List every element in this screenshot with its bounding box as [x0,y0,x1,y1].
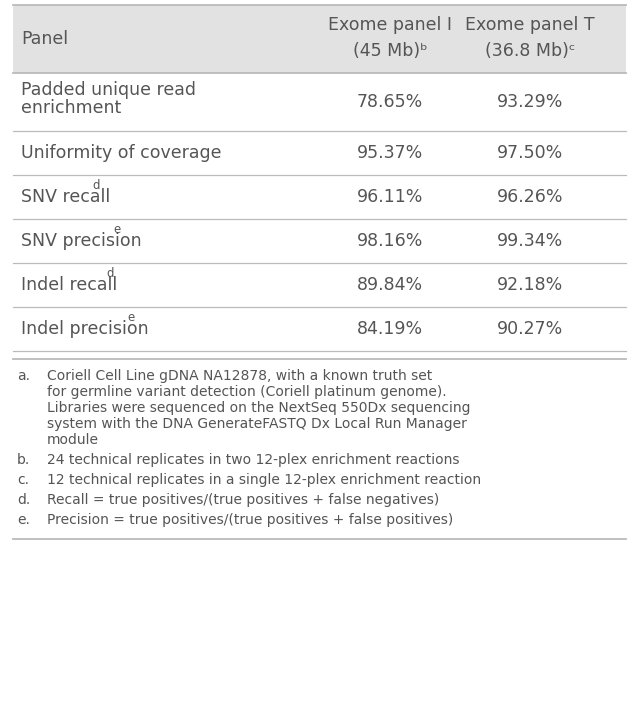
Text: d: d [106,267,114,280]
Text: 78.65%: 78.65% [357,93,423,111]
Bar [13,5,626,73]
Text: Coriell Cell Line gDNA NA12878, with a known truth set: Coriell Cell Line gDNA NA12878, with a k… [47,369,432,383]
Text: 97.50%: 97.50% [497,144,563,162]
Text: 96.26%: 96.26% [497,188,563,206]
Text: b.: b. [17,453,30,467]
Text: Indel recall: Indel recall [21,276,117,294]
Text: e.: e. [17,513,30,527]
Text: 90.27%: 90.27% [497,320,563,338]
Text: SNV precision: SNV precision [21,232,142,250]
Text: Precision = true positives/(true positives + false positives): Precision = true positives/(true positiv… [47,513,453,527]
Text: d: d [92,179,100,192]
Text: Recall = true positives/(true positives + false negatives): Recall = true positives/(true positives … [47,493,439,507]
Text: e: e [128,311,135,324]
Text: c.: c. [17,473,29,487]
Text: Exome panel T: Exome panel T [465,16,595,34]
Text: 84.19%: 84.19% [357,320,423,338]
Text: system with the DNA GenerateFASTQ Dx Local Run Manager: system with the DNA GenerateFASTQ Dx Loc… [47,417,467,431]
Text: 92.18%: 92.18% [497,276,563,294]
Text: a.: a. [17,369,30,383]
Text: (45 Mb)ᵇ: (45 Mb)ᵇ [353,42,427,60]
Text: Indel precision: Indel precision [21,320,149,338]
Text: (36.8 Mb)ᶜ: (36.8 Mb)ᶜ [485,42,575,60]
Text: SNV recall: SNV recall [21,188,111,206]
Text: e: e [113,223,121,236]
Text: enrichment: enrichment [21,99,121,117]
Text: 89.84%: 89.84% [357,276,423,294]
Text: module: module [47,433,99,447]
Text: d.: d. [17,493,30,507]
Text: Panel: Panel [21,30,68,48]
Text: 24 technical replicates in two 12-plex enrichment reactions: 24 technical replicates in two 12-plex e… [47,453,459,467]
Text: Libraries were sequenced on the NextSeq 550Dx sequencing: Libraries were sequenced on the NextSeq … [47,401,470,415]
Text: 99.34%: 99.34% [497,232,563,250]
Text: 95.37%: 95.37% [357,144,423,162]
Text: 93.29%: 93.29% [497,93,563,111]
Text: for germline variant detection (Coriell platinum genome).: for germline variant detection (Coriell … [47,385,447,399]
Text: Padded unique read: Padded unique read [21,81,196,99]
Text: 12 technical replicates in a single 12-plex enrichment reaction: 12 technical replicates in a single 12-p… [47,473,481,487]
Text: 96.11%: 96.11% [357,188,423,206]
Text: Uniformity of coverage: Uniformity of coverage [21,144,222,162]
Text: 98.16%: 98.16% [357,232,423,250]
Text: Exome panel I: Exome panel I [328,16,452,34]
